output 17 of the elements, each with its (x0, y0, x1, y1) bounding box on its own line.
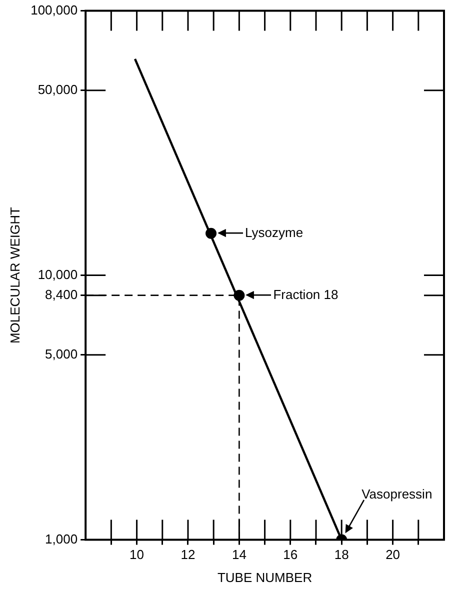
x-tick-label: 18 (334, 547, 349, 562)
annotation: Vasopressin (362, 486, 432, 502)
y-tick-label: 100,000 (30, 2, 78, 18)
x-tick-label: 10 (130, 547, 144, 562)
y-tick-label: 8,400 (45, 286, 78, 302)
x-tick-label: 20 (386, 547, 400, 562)
y-tick-label: 1,000 (45, 531, 78, 546)
x-axis-title: TUBE NUMBER (217, 570, 312, 585)
x-tick-label: 12 (180, 547, 196, 562)
y-tick-label: 50,000 (38, 82, 78, 97)
y-tick-label: 5,000 (45, 346, 78, 362)
x-tick-label: 16 (283, 547, 298, 562)
annotation: Fraction 18 (273, 286, 338, 302)
y-tick-label: 10,000 (38, 266, 78, 282)
y-axis-title: MOLECULAR WEIGHT (7, 206, 22, 344)
annotation: Lysozyme (245, 224, 304, 240)
x-tick-label: 14 (232, 547, 246, 562)
